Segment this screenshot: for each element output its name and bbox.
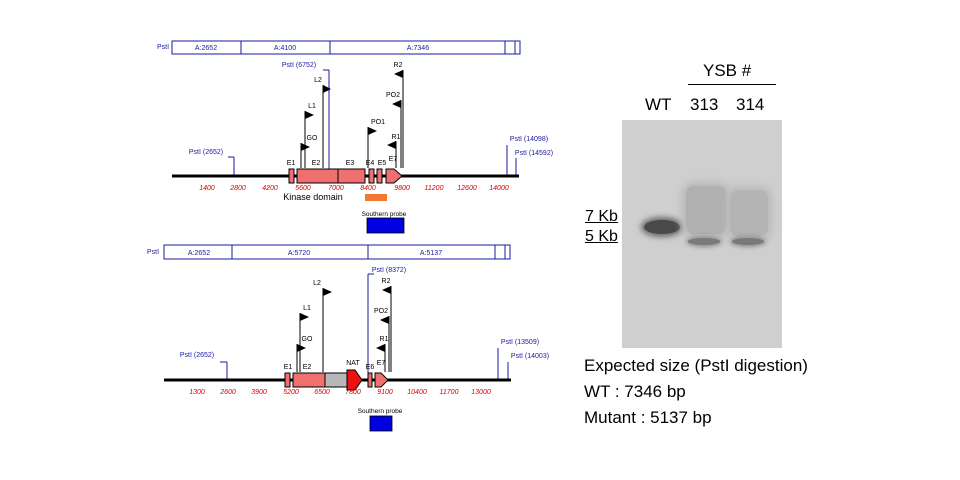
wt-site-6752: PstI (6752) xyxy=(282,62,316,69)
ysb-group-label: YSB # xyxy=(703,61,752,80)
svg-text:1300: 1300 xyxy=(189,389,205,396)
mut-site-13509: PstI (13509) xyxy=(501,339,539,346)
wt-kinase-domain-label: Kinase domain xyxy=(283,192,343,202)
wt-primer-po2: PO2 xyxy=(386,92,400,99)
svg-text:7000: 7000 xyxy=(328,185,344,192)
lane-label-314: 314 xyxy=(736,95,765,114)
wt-site-14098: PstI (14098) xyxy=(510,136,548,143)
wt-primer-flags: L2 L1 GO R2 PO2 PO1 R1 xyxy=(300,62,404,168)
mut-primer-flags: L2 L1 GO R2 PO2 R1 xyxy=(296,278,392,372)
svg-text:4200: 4200 xyxy=(262,185,278,192)
wt-primer-r2: R2 xyxy=(394,62,403,69)
wt-primer-r1: R1 xyxy=(392,134,401,141)
wt-kinase-domain-bar xyxy=(365,194,387,201)
mut-exon-label-e2: E2 xyxy=(303,364,312,371)
wt-map: PstI A:2652 A:4100 A:7346 PstI (6752) L2… xyxy=(157,40,553,234)
mut-probe-label: Southern probe xyxy=(358,408,403,415)
svg-text:8400: 8400 xyxy=(360,185,376,192)
wt-probe-label: Southern probe xyxy=(362,211,407,218)
expected-wt-size: WT : 7346 bp xyxy=(584,382,686,401)
mut-fragment-2: A:5720 xyxy=(288,250,310,257)
wt-exon-label-e5: E5 xyxy=(378,160,387,167)
svg-text:3900: 3900 xyxy=(251,389,267,396)
mut-site-2652: PstI (2652) xyxy=(180,352,214,359)
mut-fragment-3: A:5137 xyxy=(420,250,442,257)
southern-blot-image xyxy=(622,120,782,348)
mut-primer-go: GO xyxy=(302,336,313,343)
mut-exon-e1 xyxy=(284,372,291,388)
mut-nat-cassette xyxy=(324,372,348,388)
mut-primer-l2: L2 xyxy=(313,280,321,287)
expected-size-title: Expected size (PstI digestion) xyxy=(584,356,808,375)
svg-text:2800: 2800 xyxy=(229,185,246,192)
mut-exon-e7 xyxy=(374,372,389,388)
svg-text:11200: 11200 xyxy=(425,185,444,192)
svg-text:2600: 2600 xyxy=(219,389,236,396)
wt-exon-label-e3: E3 xyxy=(346,160,355,167)
wt-primer-l2: L2 xyxy=(314,77,322,84)
wt-site-14592: PstI (14592) xyxy=(515,150,553,157)
mut-exon-label-e7: E7 xyxy=(377,360,386,367)
ysb-group-underline xyxy=(688,84,776,85)
svg-text:6500: 6500 xyxy=(314,389,330,396)
mut-site-14003: PstI (14003) xyxy=(511,353,549,360)
svg-text:13000: 13000 xyxy=(471,389,491,396)
mut-probe-bar xyxy=(369,415,393,432)
wt-exon-label-e7: E7 xyxy=(389,156,398,163)
wt-primer-l1: L1 xyxy=(308,103,316,110)
wt-exon-label-e2: E2 xyxy=(312,160,321,167)
wt-exon-label-e1: E1 xyxy=(287,160,296,167)
lane-label-313: 313 xyxy=(690,95,719,114)
svg-text:10400: 10400 xyxy=(407,389,427,396)
mut-site-8372: PstI (8372) xyxy=(372,267,406,274)
mut-exon-label-e1: E1 xyxy=(284,364,293,371)
svg-text:9800: 9800 xyxy=(394,185,410,192)
svg-text:11700: 11700 xyxy=(440,389,459,396)
svg-text:9100: 9100 xyxy=(377,389,393,396)
svg-text:14000: 14000 xyxy=(489,185,509,192)
wt-probe-bar xyxy=(366,217,405,234)
mut-exon-label-e6: E6 xyxy=(366,364,375,371)
mut-fragment-bar xyxy=(163,244,511,260)
wt-exon-e7 xyxy=(385,168,403,184)
mut-primer-r1: R1 xyxy=(380,336,389,343)
marker-7kb: 7 Kb xyxy=(585,208,618,225)
mut-nat-label: NAT xyxy=(346,360,360,367)
wt-site-2652: PstI (2652) xyxy=(189,149,223,156)
expected-mutant-size: Mutant : 5137 bp xyxy=(584,408,712,427)
wt-exon-e1 xyxy=(288,168,295,184)
lane-label-wt: WT xyxy=(645,95,672,114)
wt-primer-go: GO xyxy=(307,135,318,142)
svg-text:1400: 1400 xyxy=(199,185,215,192)
mut-primer-l1: L1 xyxy=(303,305,311,312)
wt-exon-e5 xyxy=(376,168,383,184)
wt-exon-e4 xyxy=(368,168,375,184)
svg-text:5600: 5600 xyxy=(295,185,311,192)
mut-exon-e6 xyxy=(367,372,373,388)
svg-text:12600: 12600 xyxy=(457,185,477,192)
wt-exon-label-e4: E4 xyxy=(366,160,375,167)
mut-nat-arrow xyxy=(346,369,363,391)
mut-primer-po2: PO2 xyxy=(374,308,388,315)
wt-primer-po1: PO1 xyxy=(371,119,385,126)
wt-axis-ticks: 1400 2800 4200 5600 7000 8400 9800 11200… xyxy=(199,185,509,192)
wt-fragment-1: A:2652 xyxy=(195,45,217,52)
svg-text:7800: 7800 xyxy=(345,389,361,396)
mut-primer-r2: R2 xyxy=(382,278,391,285)
mut-axis-ticks: 1300 2600 3900 5200 6500 7800 9100 10400… xyxy=(189,389,491,396)
mutant-map: PstI A:2652 A:5720 A:5137 PstI (8372) L2… xyxy=(147,244,549,432)
mut-fragment-1: A:2652 xyxy=(188,250,210,257)
marker-5kb: 5 Kb xyxy=(585,228,618,245)
wt-pst-label: PstI xyxy=(157,44,169,51)
wt-fragment-bar xyxy=(171,40,521,55)
svg-text:5200: 5200 xyxy=(283,389,299,396)
mut-pst-label: PstI xyxy=(147,249,159,256)
wt-fragment-3: A:7346 xyxy=(407,45,429,52)
wt-fragment-2: A:4100 xyxy=(274,45,296,52)
mut-exon-e2 xyxy=(292,372,326,388)
wt-exon-e2-e3 xyxy=(296,168,366,184)
